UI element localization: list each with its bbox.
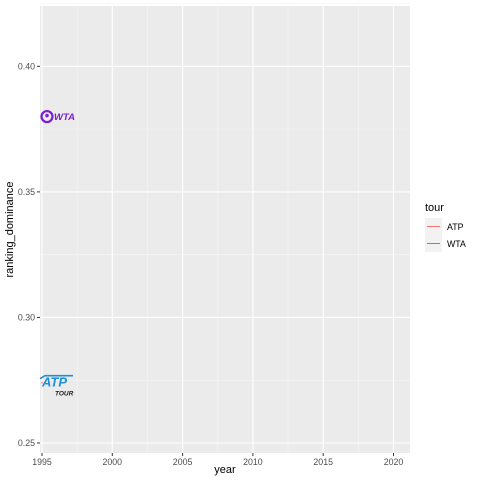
atp-logo-swoosh [39, 374, 73, 380]
y-tick-label: 0.25 [18, 438, 35, 448]
plot-panel [40, 6, 410, 453]
legend-label: ATP [447, 222, 464, 232]
legend: tour ATP WTA [425, 202, 466, 252]
y-tick-label: 0.30 [18, 312, 35, 322]
logo-wta: WTA [40, 109, 75, 124]
x-tick-label: 2005 [173, 457, 193, 467]
wta-logo-mark [40, 109, 54, 124]
x-tick-label: 1995 [32, 457, 52, 467]
wta-logo-ball [45, 113, 49, 118]
atp-logo-subtext: TOUR [55, 391, 74, 398]
y-axis: 0.25 0.30 0.35 0.40 [18, 61, 40, 448]
grid-minor [40, 3, 410, 453]
legend-title: tour [425, 202, 444, 214]
x-tick-label: 2015 [313, 457, 333, 467]
legend-entry-atp: ATP [425, 218, 464, 235]
wta-logo-text: WTA [54, 112, 75, 123]
x-tick-label: 2010 [243, 457, 263, 467]
legend-entry-wta: WTA [425, 235, 466, 252]
legend-label: WTA [447, 239, 466, 249]
legend-entries: ATP WTA [425, 218, 466, 252]
y-axis-title: ranking_dominance [4, 181, 16, 277]
x-axis: 1995 2000 2005 2010 2015 2020 [32, 453, 403, 467]
y-tick-label: 0.35 [18, 187, 35, 197]
y-tick-label: 0.40 [18, 61, 35, 71]
atp-logo-text: ATP [41, 375, 67, 390]
grid-major [40, 6, 410, 453]
series-point-atp [41, 381, 43, 384]
x-axis-title: year [214, 464, 236, 476]
x-tick-label: 2020 [384, 457, 404, 467]
x-tick-label: 2000 [103, 457, 123, 467]
